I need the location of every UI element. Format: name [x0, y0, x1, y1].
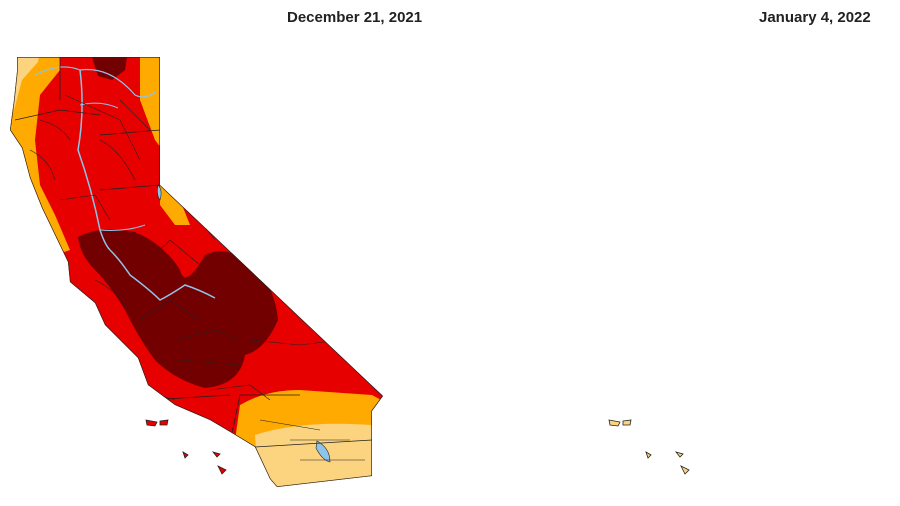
river-tributary: [543, 103, 608, 230]
lake-salton-sea: [315, 440, 331, 463]
drought-area-severe: [748, 328, 846, 412]
channel-islands: [608, 419, 690, 475]
river-sacramento: [77, 69, 111, 251]
map-date-title-left: December 21, 2021: [287, 9, 423, 26]
drought-area-severe: [160, 185, 190, 225]
drought-area-moderate: [463, 280, 863, 506]
drought-area-abnormally-dry: [477, 57, 493, 78]
drought-area-exceptional: [560, 57, 581, 78]
drought-area-exceptional: [78, 229, 278, 388]
lake-salton-sea: [779, 441, 793, 462]
county-lines: [478, 57, 835, 447]
river-tributary: [79, 102, 146, 231]
lake-tahoe: [620, 185, 624, 200]
channel-islands: [145, 419, 227, 475]
drought-map-dec-2021: [10, 57, 383, 487]
drought-area-moderate: [573, 73, 633, 200]
basin-boundaries: [493, 95, 828, 460]
river-sacramento: [541, 70, 573, 250]
lake-tahoe: [157, 184, 162, 201]
river-san-joaquin: [109, 249, 216, 301]
drought-area-extreme: [523, 57, 635, 295]
county-lines: [14, 57, 373, 448]
drought-base-severe: [463, 40, 883, 506]
drought-area-exceptional: [92, 57, 127, 80]
map-date-title-right: January 4, 2022: [759, 9, 871, 26]
drought-area-moderate: [463, 90, 491, 150]
drought-area-moderate: [255, 423, 383, 487]
river-san-joaquin: [573, 250, 678, 300]
drought-map-jan-2022: [463, 40, 883, 506]
state-outline: [473, 57, 846, 487]
river-upper: [498, 67, 618, 97]
state-outline: [10, 57, 383, 487]
